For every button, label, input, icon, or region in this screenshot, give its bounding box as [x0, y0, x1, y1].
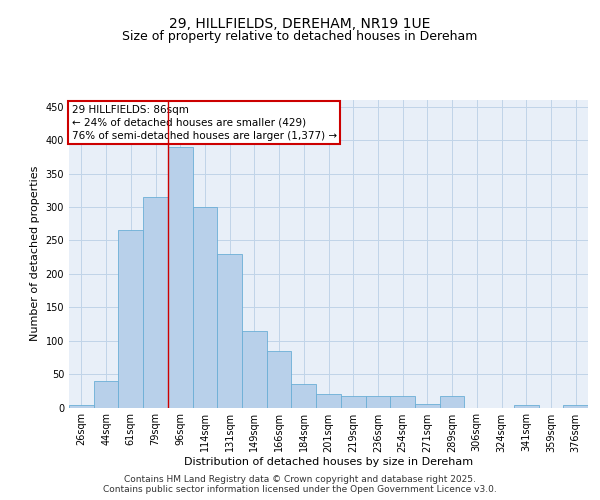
Y-axis label: Number of detached properties: Number of detached properties — [30, 166, 40, 342]
Bar — [242, 330, 267, 407]
Bar — [267, 350, 292, 408]
Bar — [316, 394, 341, 407]
Text: 29, HILLFIELDS, DEREHAM, NR19 1UE: 29, HILLFIELDS, DEREHAM, NR19 1UE — [169, 18, 431, 32]
Text: Size of property relative to detached houses in Dereham: Size of property relative to detached ho… — [122, 30, 478, 43]
Bar — [365, 396, 390, 407]
Bar — [292, 384, 316, 407]
Bar — [390, 396, 415, 407]
Bar — [94, 381, 118, 407]
Bar — [168, 147, 193, 407]
Bar — [563, 406, 588, 407]
Bar — [217, 254, 242, 408]
Text: Contains HM Land Registry data © Crown copyright and database right 2025.
Contai: Contains HM Land Registry data © Crown c… — [103, 474, 497, 494]
Bar — [514, 406, 539, 407]
Bar — [118, 230, 143, 408]
Bar — [143, 197, 168, 408]
Text: 29 HILLFIELDS: 86sqm
← 24% of detached houses are smaller (429)
76% of semi-deta: 29 HILLFIELDS: 86sqm ← 24% of detached h… — [71, 104, 337, 141]
X-axis label: Distribution of detached houses by size in Dereham: Distribution of detached houses by size … — [184, 458, 473, 468]
Bar — [440, 396, 464, 407]
Bar — [415, 404, 440, 407]
Bar — [69, 406, 94, 407]
Bar — [341, 396, 365, 407]
Bar — [193, 207, 217, 408]
